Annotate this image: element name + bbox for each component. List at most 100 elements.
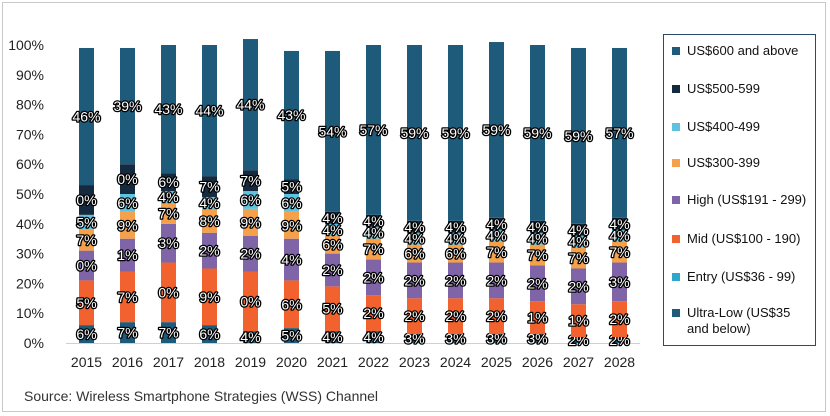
data-label: 4% [404, 219, 424, 235]
data-label: 2% [445, 308, 465, 324]
data-label: 6% [158, 174, 178, 190]
data-label: 6% [76, 326, 96, 342]
bar-segment [325, 331, 340, 343]
bar-segment [325, 211, 340, 224]
bar-segment [161, 262, 176, 323]
y-tick-label: 0% [24, 335, 44, 351]
data-label: 7% [486, 244, 506, 260]
bar-segment [489, 42, 504, 218]
data-label: 4% [568, 222, 588, 238]
x-tick-label: 2027 [563, 354, 594, 370]
bar-segment [243, 235, 258, 272]
bar-segment [489, 229, 504, 242]
data-label: 6% [281, 195, 301, 211]
bar-segment [202, 208, 217, 233]
bar-segment [530, 265, 545, 302]
bar-segment [612, 241, 627, 263]
data-label: 4% [527, 231, 547, 247]
bar-segment [161, 322, 176, 343]
bar-segment [407, 220, 422, 233]
data-label: 6% [322, 237, 342, 253]
data-label: 4% [363, 213, 383, 229]
x-tick-label: 2028 [604, 354, 635, 370]
bar-segment [79, 214, 94, 230]
y-tick-label: 90% [16, 67, 44, 83]
bar-segment [571, 223, 586, 236]
data-label: 6% [117, 195, 137, 211]
bar-segment [612, 301, 627, 338]
bar-segment [366, 331, 381, 343]
data-label: 2% [486, 308, 506, 324]
bar-segment [489, 241, 504, 263]
bar-segment [284, 211, 299, 239]
bar-segment [243, 39, 258, 171]
data-label: 2% [240, 246, 260, 262]
data-label: 4% [609, 228, 629, 244]
bar-segment [161, 202, 176, 224]
data-label: 59% [441, 125, 469, 141]
legend-swatch [672, 159, 680, 167]
bar-segment [202, 232, 217, 269]
data-label: 9% [117, 217, 137, 233]
bar-segment [530, 244, 545, 266]
bar-segment [325, 223, 340, 236]
data-label: 4% [322, 329, 342, 345]
data-label: 4% [363, 225, 383, 241]
bar-segment [284, 50, 299, 180]
legend-label: High (US$191 - 299) [687, 192, 807, 207]
bar-segment [120, 271, 135, 323]
data-label: 1% [568, 313, 588, 329]
data-label: 4% [404, 231, 424, 247]
data-label: 4% [486, 216, 506, 232]
data-label: 43% [154, 101, 182, 117]
bar-segment [120, 164, 135, 194]
data-label: 4% [240, 329, 260, 345]
bar-segment [161, 223, 176, 263]
bar-segment [571, 235, 586, 248]
x-tick-label: 2021 [317, 354, 348, 370]
bar-segment [407, 334, 422, 343]
legend-label: Ultra-Low (US$35 and below) [687, 305, 791, 336]
data-label: 7% [76, 232, 96, 248]
bar-segment [366, 295, 381, 332]
legend-swatch [672, 196, 680, 204]
data-label: 6% [199, 326, 219, 342]
bar-segment [407, 262, 422, 299]
y-tick-label: 80% [16, 97, 44, 113]
data-label: 2% [363, 305, 383, 321]
data-label: 57% [359, 122, 387, 138]
y-tick-label: 20% [16, 275, 44, 291]
bar-segment [243, 331, 258, 343]
bar-segment [243, 271, 258, 332]
data-label: 7% [117, 325, 137, 341]
legend-label: US$600 and above [687, 43, 799, 58]
bar-segment [161, 191, 176, 203]
bar-segment [612, 47, 627, 218]
y-tick-label: 60% [16, 156, 44, 172]
data-label: 4% [568, 234, 588, 250]
data-label: 6% [445, 246, 465, 262]
bar-segment [489, 298, 504, 335]
bar-segment [243, 170, 258, 192]
data-label: 0% [76, 258, 96, 274]
data-label: 44% [195, 103, 223, 119]
data-label: 3% [609, 274, 629, 290]
x-tick-label: 2016 [112, 354, 143, 370]
data-label: 2% [199, 243, 219, 259]
data-label: 7% [117, 289, 137, 305]
bar-segment [530, 45, 545, 221]
bar-segment [489, 262, 504, 299]
bar-segment [448, 45, 463, 221]
data-label: 4% [158, 189, 178, 205]
bar-segment [79, 280, 94, 326]
data-label: 4% [322, 222, 342, 238]
data-label: 59% [482, 122, 510, 138]
bar-segment [571, 337, 586, 343]
data-label: 7% [363, 241, 383, 257]
bar-segment [407, 298, 422, 335]
data-label: 43% [277, 107, 305, 123]
data-label: 4% [486, 228, 506, 244]
y-tick-label: 70% [16, 126, 44, 142]
x-tick-label: 2026 [522, 354, 553, 370]
